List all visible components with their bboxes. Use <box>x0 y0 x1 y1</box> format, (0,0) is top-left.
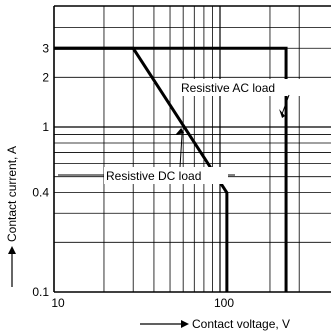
ac-annotation-arrowhead <box>279 109 286 118</box>
y-tick-label: 1 <box>42 120 49 134</box>
x-tick-label: 100 <box>214 296 234 310</box>
y-axis-arrow-head <box>8 246 16 254</box>
dc-annotation-label-background <box>104 167 228 184</box>
axis-tick-labels: 10 100 0.1 0.4 1 2 3 <box>32 41 234 310</box>
ac-annotation-label: Resistive AC load <box>181 81 275 95</box>
y-tick-label: 3 <box>42 41 49 55</box>
dc-annotation-arrowhead <box>175 128 185 135</box>
y-axis-title-group: Contact current, A <box>5 146 19 287</box>
series-lines <box>54 46 288 292</box>
dc-annotation-leader <box>179 131 183 168</box>
x-axis-arrow-head <box>181 320 189 328</box>
y-tick-label: 0.1 <box>32 285 49 299</box>
y-tick-label: 0.4 <box>32 186 49 200</box>
x-axis-title-group: Contact voltage, V <box>140 317 290 331</box>
series-line-1 <box>54 46 229 292</box>
ac-annotation-leader <box>281 94 290 115</box>
dc-annotation-label: Resistive DC load <box>106 169 201 183</box>
x-axis-title: Contact voltage, V <box>192 317 290 331</box>
annotations: Resistive AC load Resistive DC load <box>58 79 303 184</box>
y-axis-title: Contact current, A <box>5 146 19 242</box>
y-tick-label: 2 <box>42 70 49 84</box>
ac-annotation-label-background <box>178 79 303 96</box>
x-tick-label: 10 <box>51 296 65 310</box>
